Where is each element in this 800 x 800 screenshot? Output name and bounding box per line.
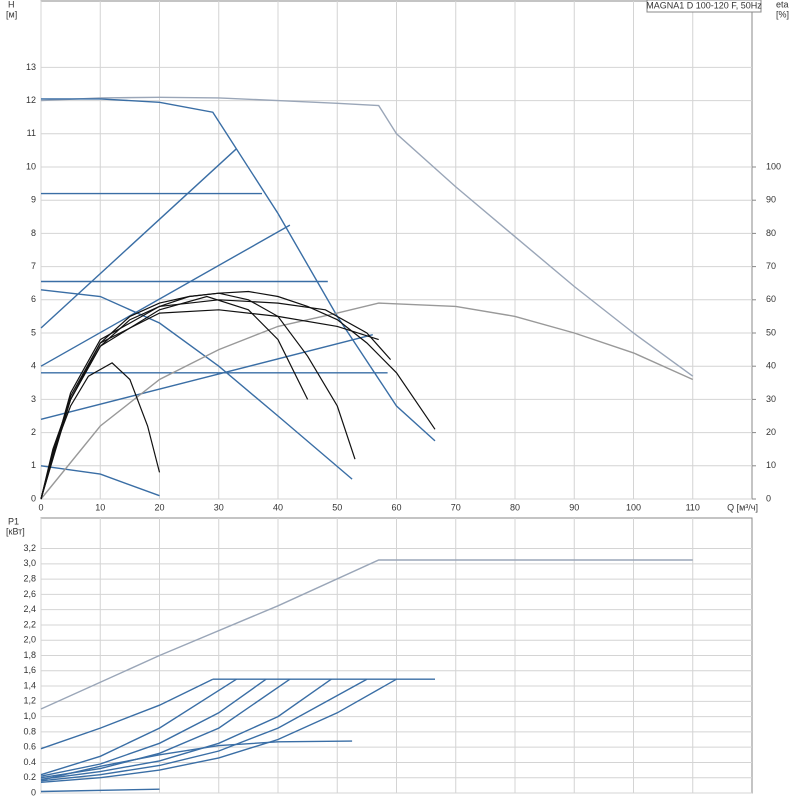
- curve: [40, 148, 237, 329]
- y-tick-label: 0: [31, 787, 36, 797]
- y2-tick-label: 30: [766, 394, 776, 404]
- x-tick-label: 110: [686, 502, 700, 512]
- y-tick-label: 1,2: [23, 696, 36, 706]
- y-tick-label: 2: [31, 427, 36, 437]
- y-axis-label: P1: [8, 516, 19, 526]
- x-tick-label: 80: [510, 502, 520, 512]
- curve: [40, 678, 291, 779]
- x-tick-label: 0: [38, 502, 43, 512]
- y-tick-label: 3,2: [23, 543, 36, 553]
- y2-tick-label: 100: [766, 161, 781, 171]
- x-tick-label: 10: [95, 502, 105, 512]
- curve: [40, 678, 237, 776]
- y-tick-label: 12: [26, 95, 36, 105]
- y2-tick-label: 40: [766, 361, 776, 371]
- y-tick-label: 1,4: [23, 680, 36, 690]
- y-tick-label: 1,8: [23, 650, 36, 660]
- curve: [40, 559, 693, 710]
- y-tick-label: 2,0: [23, 635, 36, 645]
- curve: [40, 740, 353, 781]
- curve: [40, 678, 267, 777]
- curve: [40, 295, 309, 500]
- y-tick-label: 0: [31, 493, 36, 503]
- y-tick-label: 11: [27, 128, 36, 138]
- x-tick-label: 40: [273, 502, 283, 512]
- y-tick-label: 1,6: [23, 665, 36, 675]
- title-box: [646, 0, 762, 13]
- y2-tick-label: 90: [766, 195, 776, 205]
- x-axis-label: Q [м³/ч]: [727, 502, 758, 512]
- x-tick-label: 60: [391, 502, 401, 512]
- y-axis-label: H: [8, 0, 15, 9]
- y2-axis-label: eta: [776, 0, 789, 9]
- curve: [40, 302, 694, 500]
- y-tick-label: 10: [26, 161, 36, 171]
- y-axis-unit: [кВт]: [6, 526, 25, 536]
- x-tick-label: 90: [569, 502, 579, 512]
- curve: [40, 678, 368, 782]
- y2-tick-label: 50: [766, 327, 776, 337]
- chart-title: MAGNA1 D 100-120 F, 50Hz: [646, 0, 762, 10]
- y-tick-label: 2,8: [23, 573, 36, 583]
- y-tick-label: 2,4: [23, 604, 36, 614]
- curve: [40, 678, 214, 750]
- y2-axis-unit: [%]: [776, 9, 789, 19]
- x-tick-label: 30: [214, 502, 224, 512]
- curve: [40, 292, 356, 500]
- curve: [40, 788, 160, 793]
- curve: [40, 96, 694, 377]
- y-axis-unit: [м]: [6, 9, 17, 19]
- y-tick-label: 8: [31, 228, 36, 238]
- curve: [40, 289, 353, 480]
- y2-tick-label: 10: [766, 460, 776, 470]
- curve: [40, 334, 373, 420]
- curve: [41, 98, 436, 442]
- y-tick-label: 3,0: [23, 558, 36, 568]
- curve: [40, 678, 332, 780]
- x-tick-label: 70: [451, 502, 461, 512]
- y-tick-label: 3: [31, 394, 36, 404]
- y-tick-label: 0.8: [23, 726, 36, 736]
- y2-tick-label: 0: [766, 493, 771, 503]
- curve: [40, 309, 379, 500]
- curve: [40, 224, 291, 367]
- y-tick-label: 0.6: [23, 742, 36, 752]
- x-tick-label: 100: [626, 502, 641, 512]
- y2-tick-label: 60: [766, 294, 776, 304]
- curve: [40, 678, 397, 783]
- y2-tick-label: 20: [766, 427, 776, 437]
- y2-tick-label: 70: [766, 261, 776, 271]
- y-tick-label: 0.4: [23, 757, 36, 767]
- y-tick-label: 2,2: [23, 619, 36, 629]
- y-tick-label: 4: [31, 361, 36, 371]
- x-tick-label: 50: [332, 502, 342, 512]
- y-tick-label: 1: [31, 460, 36, 470]
- y-tick-label: 2,6: [23, 589, 36, 599]
- y-tick-label: 6: [31, 294, 36, 304]
- y-tick-label: 5: [31, 327, 36, 337]
- x-tick-label: 20: [154, 502, 164, 512]
- y-tick-label: 1,0: [23, 711, 36, 721]
- y-tick-label: 0.2: [23, 772, 36, 782]
- curve: [40, 465, 160, 497]
- y-tick-label: 7: [31, 261, 36, 271]
- y-tick-label: 13: [26, 62, 36, 72]
- y2-tick-label: 80: [766, 228, 776, 238]
- y-tick-label: 9: [31, 195, 36, 205]
